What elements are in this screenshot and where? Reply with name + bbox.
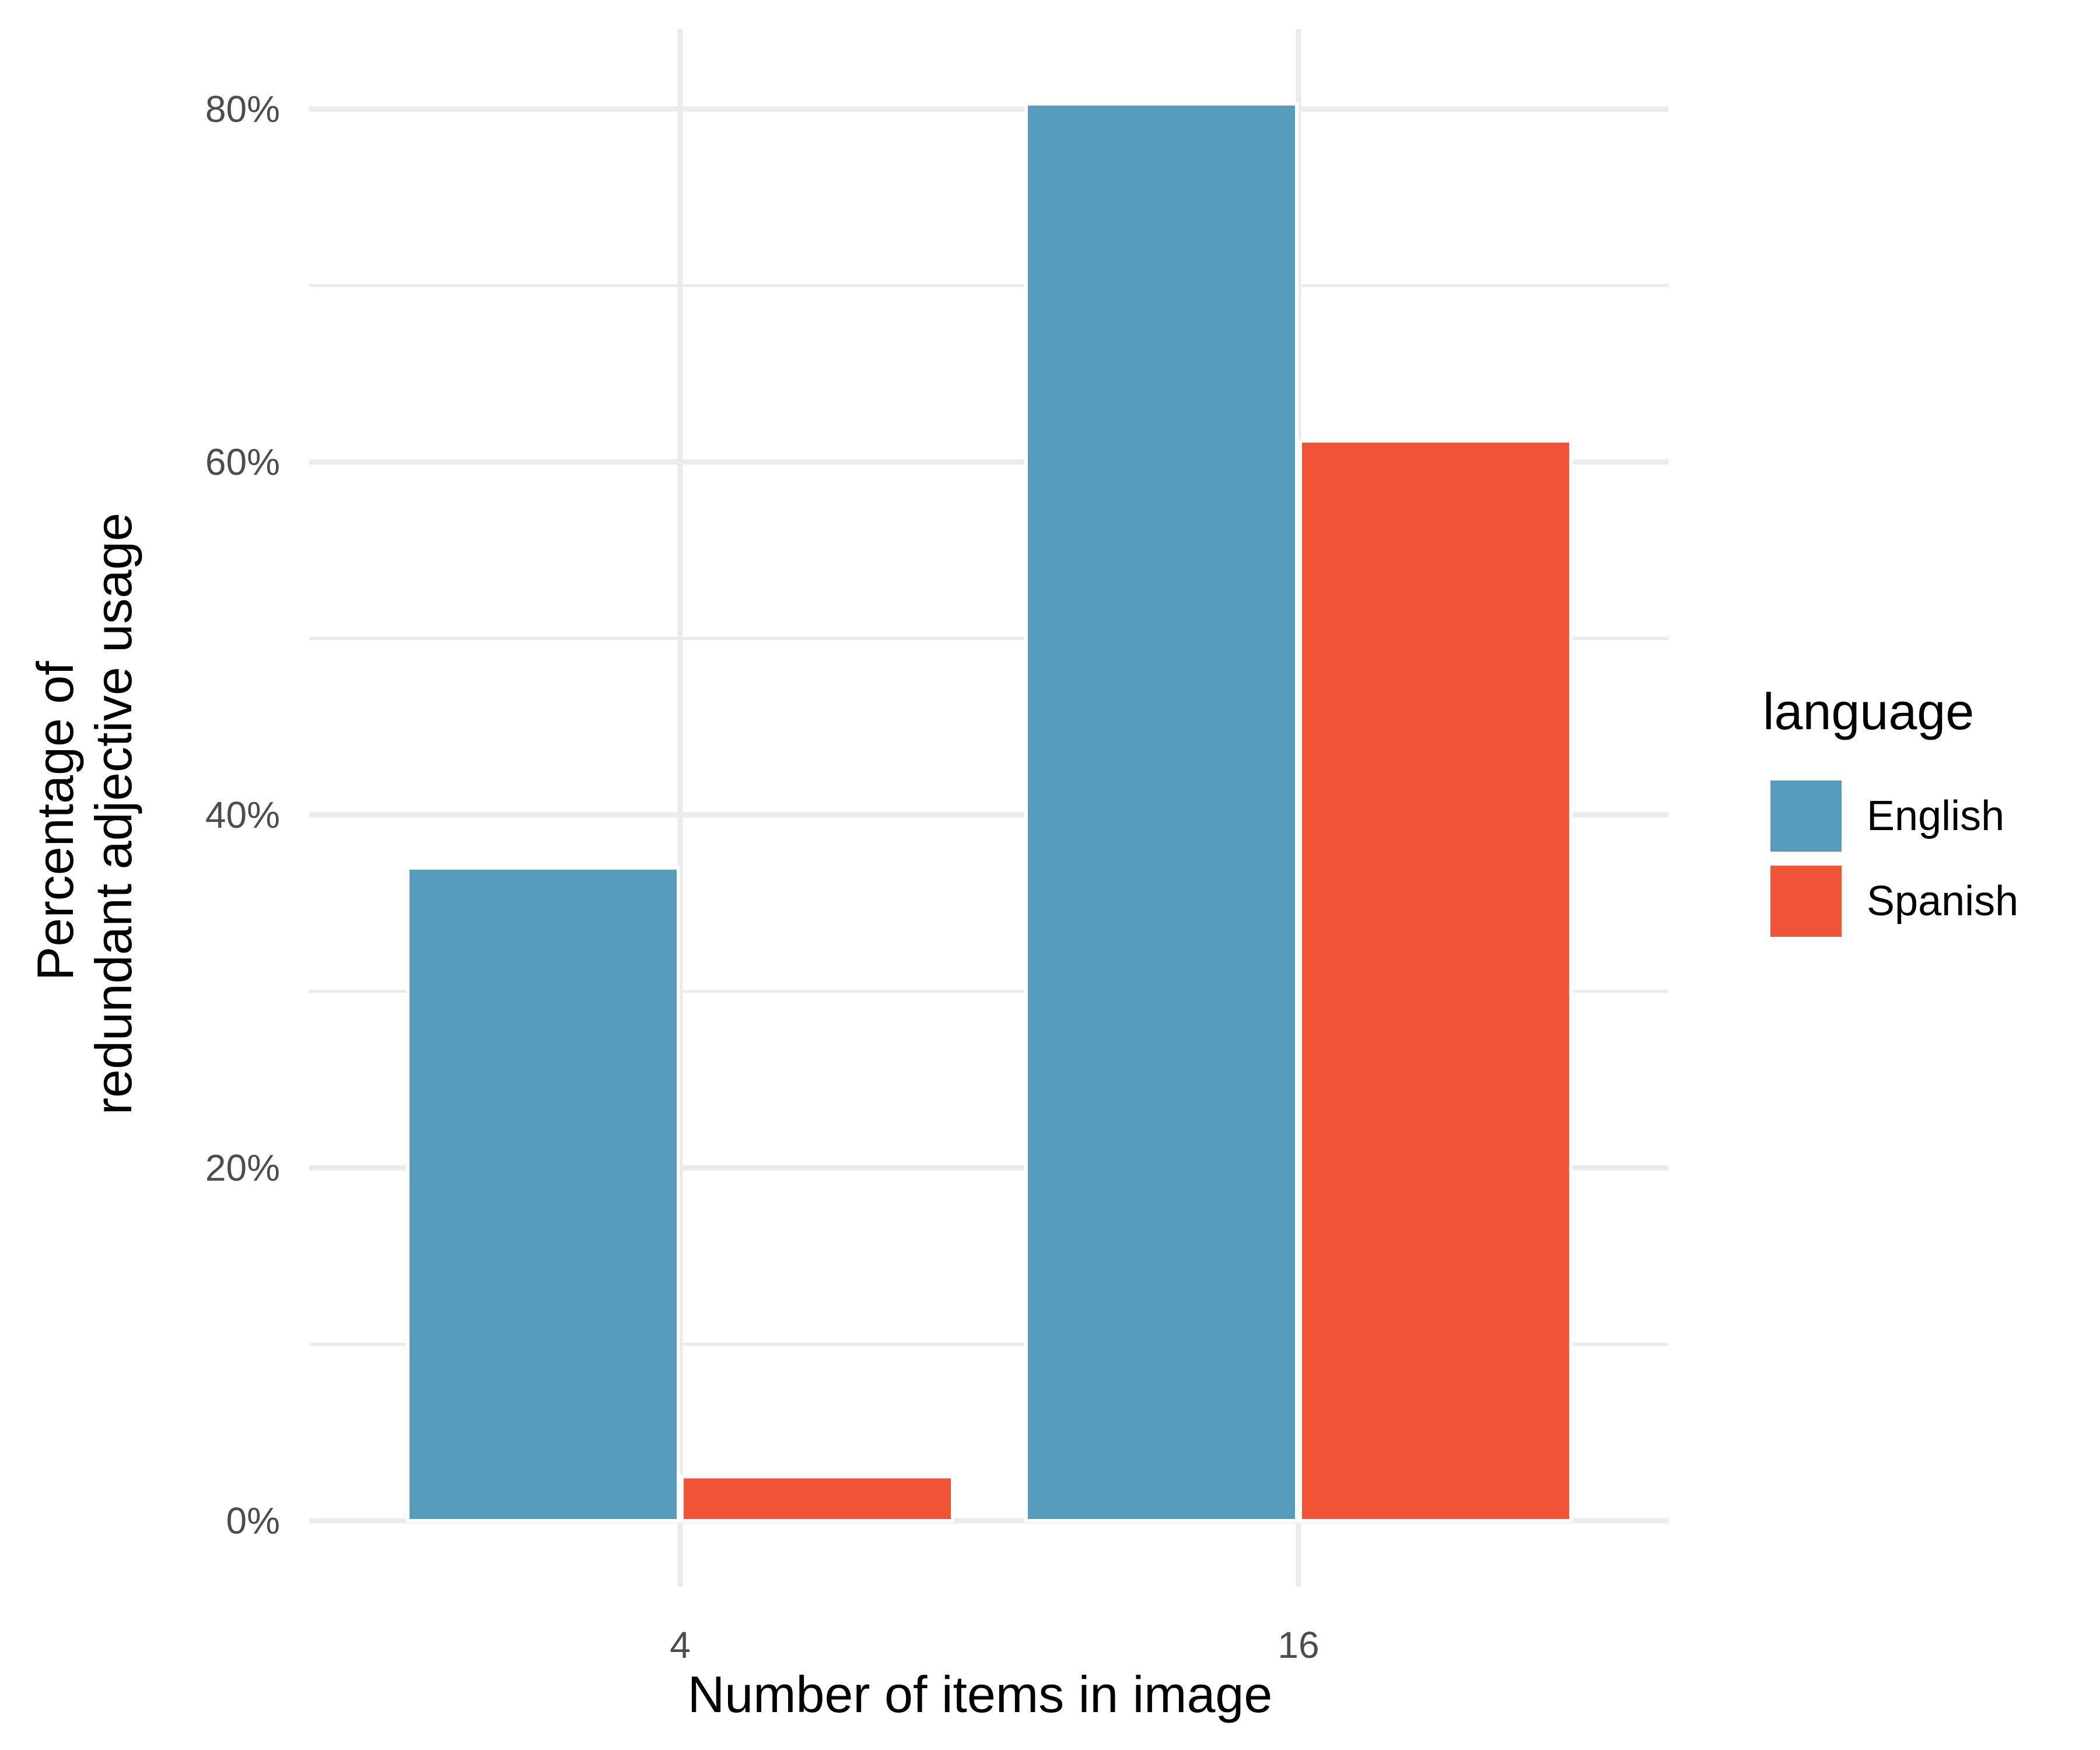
bar-english-16 [1024,102,1298,1522]
x-axis-tick-labels: 4 16 [670,1624,1319,1666]
legend-label-english: English [1867,793,2004,839]
y-tick-label: 0% [226,1500,281,1542]
bars [406,102,1573,1523]
y-axis-title-line-2: redundant adjective usage [85,513,142,1115]
legend-swatch-english [1767,777,1845,855]
bar-spanish-16 [1298,439,1573,1523]
x-tick-label: 4 [670,1624,691,1666]
x-tick-label: 16 [1278,1624,1319,1666]
y-tick-label: 20% [205,1147,280,1189]
legend-swatch-spanish [1767,862,1845,940]
legend: language English Spanish [1763,682,2018,940]
legend-title: language [1763,682,1974,740]
y-tick-label: 80% [205,88,280,130]
y-axis-tick-labels: 0% 20% 40% 60% 80% [205,88,280,1542]
y-tick-label: 40% [205,794,280,836]
bar-english-4 [406,866,680,1522]
x-axis-title: Number of items in image [688,1665,1273,1723]
y-axis-title-line-1: Percentage of [26,661,84,981]
legend-label-spanish: Spanish [1867,878,2018,925]
legend-items: English Spanish [1767,777,2018,940]
bar-spanish-4 [680,1475,954,1522]
y-axis-title: Percentage of redundant adjective usage [26,513,142,1115]
y-tick-label: 60% [205,441,280,483]
